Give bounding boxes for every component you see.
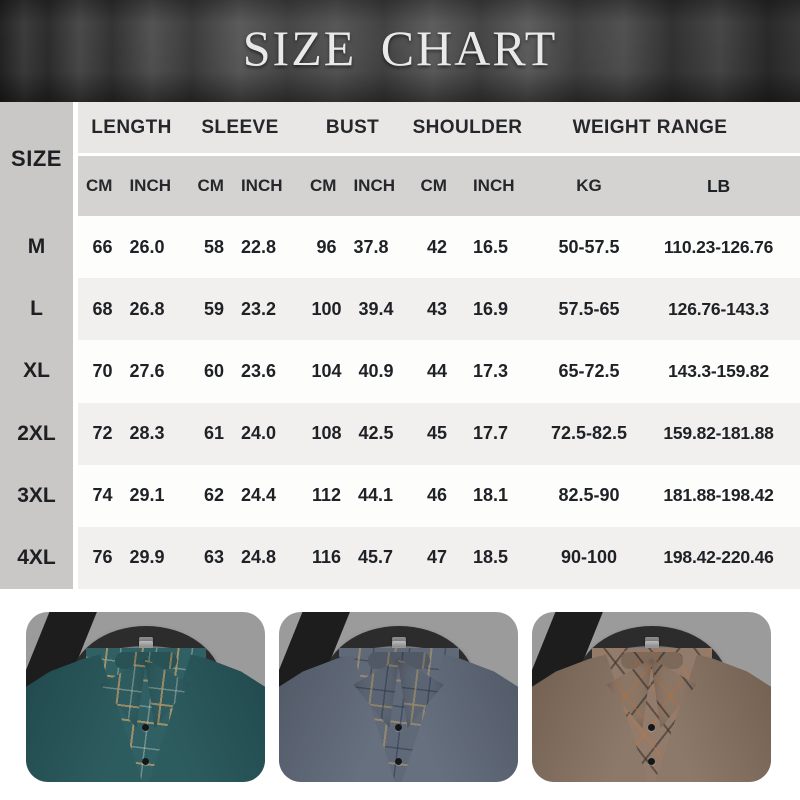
product-photo-gray bbox=[279, 612, 518, 782]
table-row: 72 28.3 61 24.0 108 42.5 45 17.7 72.5-82.5 1… bbox=[78, 402, 800, 465]
shoulder-values: 44 17.3 bbox=[426, 360, 509, 381]
table-row: 70 27.6 60 23.6 104 40.9 44 17.3 65-72.5 143… bbox=[78, 340, 800, 403]
sleeve-unit-inch: INCH bbox=[240, 176, 283, 195]
shirt-button-graphic bbox=[648, 758, 655, 765]
size-label-l: L bbox=[30, 297, 43, 321]
shoulder-units: CM INCH bbox=[410, 176, 525, 196]
shirt-button-graphic bbox=[142, 724, 149, 731]
weight-lb-value: 126.76-143.3 bbox=[668, 298, 769, 319]
shoulder-values: 43 16.9 bbox=[426, 298, 509, 319]
shoulder-unit-inch: INCH bbox=[472, 176, 515, 195]
shirt-button-graphic bbox=[142, 758, 149, 765]
length-values: 74 29.1 bbox=[92, 485, 165, 506]
shoulder-values: 47 18.5 bbox=[426, 547, 509, 568]
sleeve-values: 61 24.0 bbox=[203, 423, 277, 444]
bust-units: CM INCH bbox=[295, 176, 410, 196]
bust-unit-cm: CM bbox=[309, 176, 337, 195]
weight-kg-value: 90-100 bbox=[560, 547, 618, 568]
shirt-button-graphic bbox=[395, 758, 402, 765]
weight-lb-value: 198.42-220.46 bbox=[663, 547, 774, 568]
weight-unit-lb: LB bbox=[707, 175, 730, 196]
weight-lb-value: 181.88-198.42 bbox=[663, 485, 774, 506]
sleeve-values: 59 23.2 bbox=[203, 298, 277, 319]
product-photos bbox=[0, 589, 800, 800]
bust-values: 112 44.1 bbox=[311, 485, 394, 506]
length-values: 76 29.9 bbox=[92, 547, 165, 568]
col-header-weight-range: WEIGHT RANGE bbox=[572, 116, 728, 138]
weight-kg-value: 82.5-90 bbox=[558, 485, 620, 506]
shoulder-unit-cm: CM bbox=[420, 176, 447, 195]
table-row: 74 29.1 62 24.4 112 44.1 46 18.1 82.5-90 181… bbox=[78, 464, 800, 527]
size-label-xl: XL bbox=[23, 359, 50, 383]
size-row-labels: M L XL 2XL 3XL 4XL bbox=[0, 216, 73, 589]
shirt-button-graphic bbox=[395, 724, 402, 731]
bust-values: 116 45.7 bbox=[311, 547, 394, 568]
sleeve-values: 62 24.4 bbox=[203, 485, 277, 506]
table-row: 66 26.0 58 22.8 96 37.8 42 16.5 50-57.5 110.… bbox=[78, 216, 800, 279]
shoulder-values: 45 17.7 bbox=[426, 423, 509, 444]
weight-lb-value: 159.82-181.88 bbox=[663, 423, 774, 444]
col-header-length: LENGTH bbox=[91, 116, 172, 138]
length-values: 68 26.8 bbox=[92, 298, 165, 319]
sleeve-units: CM INCH bbox=[185, 176, 295, 196]
product-photo-brown bbox=[532, 612, 771, 782]
size-table-data: LENGTH SLEEVE BUST SHOULDER WEIGHT RANGE… bbox=[78, 102, 800, 589]
product-photo-teal bbox=[26, 612, 265, 782]
weight-lb-value: 110.23-126.76 bbox=[663, 236, 774, 257]
table-header-units: CM INCH CM INCH CM INCH CM INCH KG LB bbox=[78, 156, 800, 216]
bust-values: 108 42.5 bbox=[311, 423, 394, 444]
length-unit-cm: CM bbox=[85, 176, 113, 195]
weight-kg-value: 50-57.5 bbox=[558, 236, 620, 257]
col-header-shoulder: SHOULDER bbox=[412, 116, 523, 138]
bust-values: 96 37.8 bbox=[316, 236, 389, 257]
weight-unit-kg: KG bbox=[576, 176, 602, 195]
curtain-banner: SIZE CHART bbox=[0, 0, 800, 102]
size-label-4xl: 4XL bbox=[17, 545, 56, 569]
length-values: 66 26.0 bbox=[92, 236, 165, 257]
sleeve-values: 60 23.6 bbox=[203, 360, 277, 381]
weight-kg-value: 72.5-82.5 bbox=[550, 423, 628, 444]
col-header-bust: BUST bbox=[325, 116, 380, 138]
sleeve-unit-cm: CM bbox=[197, 176, 224, 195]
weight-kg-value: 65-72.5 bbox=[558, 360, 620, 381]
table-header-groups: LENGTH SLEEVE BUST SHOULDER WEIGHT RANGE bbox=[78, 102, 800, 156]
shoulder-values: 46 18.1 bbox=[426, 485, 509, 506]
size-column-header: SIZE bbox=[11, 146, 62, 171]
shirt-button-graphic bbox=[648, 724, 655, 731]
shoulder-values: 42 16.5 bbox=[426, 236, 509, 257]
bust-values: 100 39.4 bbox=[311, 298, 394, 319]
table-row: 76 29.9 63 24.8 116 45.7 47 18.5 90-100 198.… bbox=[78, 526, 800, 589]
size-label-m: M bbox=[27, 235, 46, 259]
length-unit-inch: INCH bbox=[129, 176, 171, 195]
size-table: SIZE M L XL 2XL 3XL 4XL LENGTH SLEEVE BU… bbox=[0, 102, 800, 589]
size-column: SIZE M L XL 2XL 3XL 4XL bbox=[0, 102, 78, 589]
length-units: CM INCH bbox=[78, 176, 185, 196]
size-label-3xl: 3XL bbox=[17, 483, 56, 507]
sleeve-values: 63 24.8 bbox=[203, 547, 277, 568]
bust-values: 104 40.9 bbox=[311, 360, 394, 381]
sleeve-values: 58 22.8 bbox=[203, 236, 277, 257]
table-body: 66 26.0 58 22.8 96 37.8 42 16.5 50-57.5 110.… bbox=[78, 216, 800, 589]
weight-kg-value: 57.5-65 bbox=[558, 298, 620, 319]
length-values: 70 27.6 bbox=[92, 360, 165, 381]
weight-lb-value: 143.3-159.82 bbox=[668, 360, 769, 381]
table-row: 68 26.8 59 23.2 100 39.4 43 16.9 57.5-65 126… bbox=[78, 278, 800, 341]
length-values: 72 28.3 bbox=[92, 423, 165, 444]
size-label-2xl: 2XL bbox=[17, 421, 56, 445]
page-title: SIZE CHART bbox=[242, 20, 558, 76]
col-header-sleeve: SLEEVE bbox=[201, 116, 279, 138]
bust-unit-inch: INCH bbox=[353, 176, 395, 195]
